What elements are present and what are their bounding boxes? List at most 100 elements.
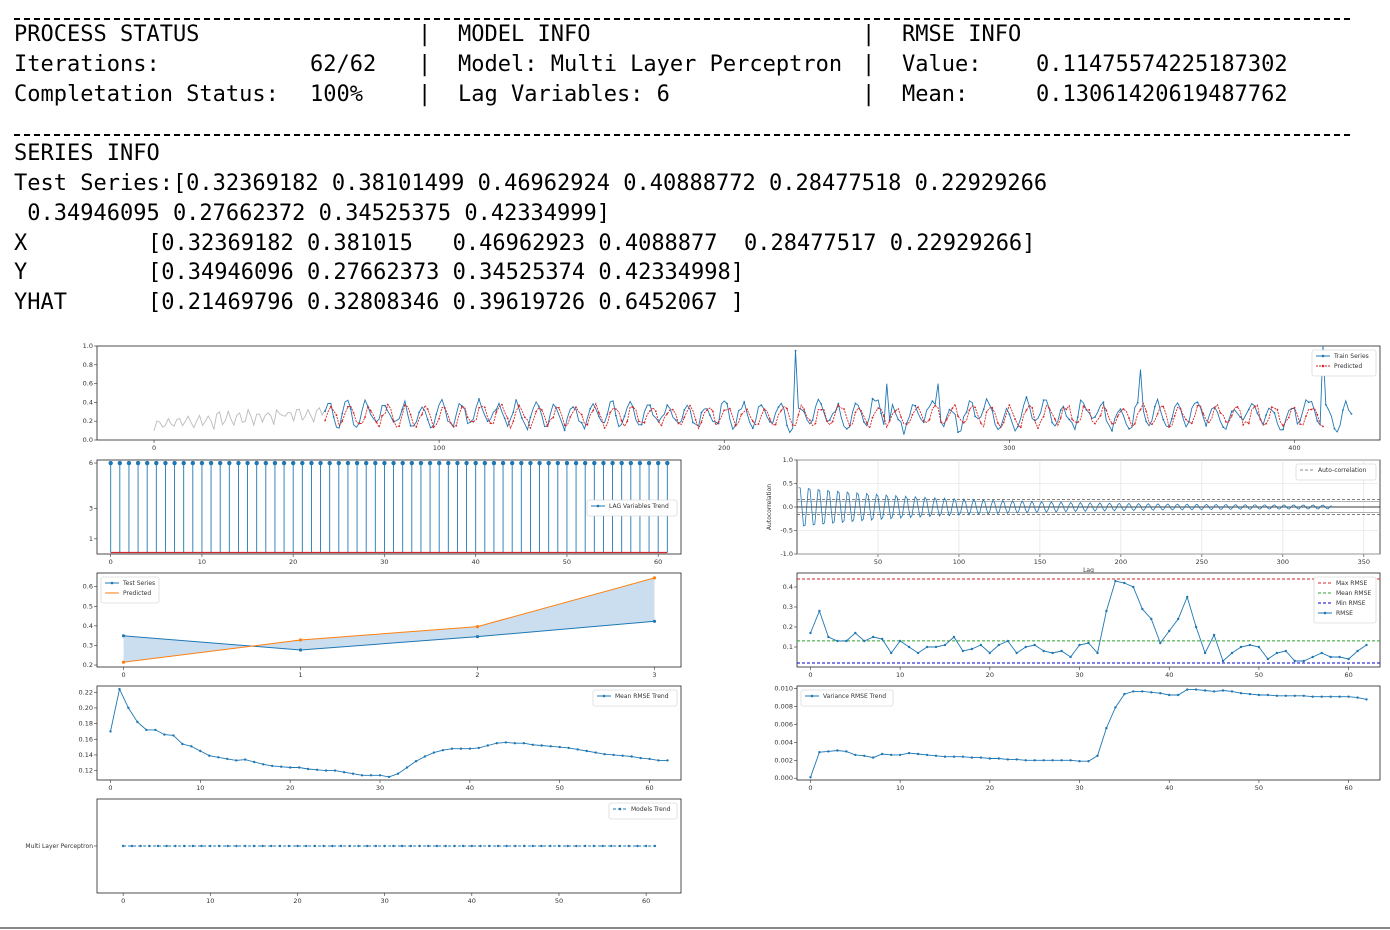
mean-rmse-chart-point <box>387 775 391 779</box>
mean-rmse-chart-point <box>423 755 427 758</box>
models-chart-point <box>627 844 630 848</box>
rmse-chart-point <box>1356 649 1359 653</box>
models-chart-xtick-label: 30 <box>381 897 389 905</box>
mean-rmse-chart-point <box>226 757 229 761</box>
train-chart-pred-point <box>386 403 389 406</box>
train-chart-pred-point <box>649 409 651 412</box>
train-chart-train-point <box>1205 424 1207 427</box>
var-rmse-chart-xtick-label: 10 <box>896 784 904 792</box>
train-chart-pred-point <box>1099 414 1102 417</box>
models-chart-point <box>121 844 125 848</box>
train-chart-train-point <box>726 402 728 405</box>
var-rmse-chart-point <box>1042 759 1045 762</box>
test-chart-xtick-label: 1 <box>298 671 302 679</box>
lag-chart-stem-head <box>537 460 542 466</box>
train-chart-pred-point <box>324 419 326 422</box>
var-rmse-chart-ytick-label: 0.006 <box>774 720 793 728</box>
train-chart-train-point <box>717 422 720 425</box>
models-chart-xtick-label: 50 <box>555 897 563 905</box>
train-chart-pred-point <box>358 422 361 425</box>
rmse-chart-legend-label: Mean RMSE <box>1336 590 1371 597</box>
train-chart-train-point <box>1307 401 1310 404</box>
models-chart-point <box>418 844 421 848</box>
train-chart-pred-point <box>780 409 783 412</box>
rmse-chart-xtick-label: 0 <box>808 671 812 679</box>
train-chart-pred-point <box>637 420 640 423</box>
mean-rmse-chart-xtick-label: 40 <box>466 784 474 792</box>
rmse-chart-point <box>1150 617 1153 621</box>
train-chart-pred-point <box>689 404 691 407</box>
train-chart-train-point <box>324 410 326 413</box>
models-chart-xtick-label: 20 <box>293 897 301 905</box>
mean-rmse-chart-point <box>253 760 256 764</box>
train-chart-pred-point <box>506 417 509 419</box>
models-chart-point <box>575 844 578 848</box>
train-chart-xtick-label: 300 <box>1003 444 1015 452</box>
train-chart-train-point <box>820 403 823 405</box>
test-chart-xtick-label: 0 <box>121 671 125 679</box>
train-chart-pred-point <box>540 409 543 411</box>
train-chart-pred-point <box>1002 421 1005 424</box>
train-chart-train-point <box>615 414 617 417</box>
models-chart-point <box>461 844 465 848</box>
models-chart-point <box>427 844 430 848</box>
rmse-chart-xtick-label: 30 <box>1075 671 1083 679</box>
lag-chart-stem-head <box>592 460 597 466</box>
train-chart-pred-point <box>597 411 600 414</box>
var-rmse-chart-ytick-label: 0.000 <box>774 774 793 782</box>
var-rmse-chart-point <box>1060 759 1063 762</box>
rmse-chart-point <box>1186 595 1189 599</box>
train-chart-pred-point <box>1139 408 1142 411</box>
train-chart-train-point <box>1153 405 1156 408</box>
train-chart-train-point <box>572 406 574 409</box>
bottom-border <box>0 927 1390 929</box>
lag-chart-stem-head <box>610 460 615 466</box>
rmse-chart-point <box>1069 655 1072 659</box>
rmse-chart-xtick-label: 20 <box>986 671 994 679</box>
rmse-chart-legend-label: Min RMSE <box>1336 600 1366 607</box>
var-rmse-chart-xtick-label: 50 <box>1255 784 1263 792</box>
var-rmse-chart-point <box>1194 688 1198 691</box>
lag-chart-stem-head <box>409 460 415 466</box>
var-rmse-chart-point <box>1006 758 1009 761</box>
train-chart-train-point <box>649 404 651 407</box>
lag-chart-stem-head <box>135 460 141 466</box>
train-chart-train-point <box>435 413 438 416</box>
yhat-value: [0.21469796 0.32808346 0.39619726 0.6452… <box>148 290 745 315</box>
mean-rmse-chart-point <box>396 772 400 775</box>
rmse-chart-point <box>988 651 991 655</box>
mean-rmse-chart-ytick-label: 0.20 <box>79 704 93 712</box>
rmse-chart-point <box>925 645 929 649</box>
train-chart-train-point <box>1111 429 1113 432</box>
lag-chart-stem-head <box>336 460 342 466</box>
train-chart-pred-point <box>803 408 805 411</box>
mean-rmse-chart-point <box>333 769 337 772</box>
var-rmse-chart-point <box>1347 695 1350 698</box>
test-chart-ytick-label: 0.5 <box>83 602 93 610</box>
train-chart-pred-point <box>934 404 937 407</box>
train-chart-pred-point <box>700 421 703 424</box>
mean-rmse-chart-point <box>298 766 301 769</box>
train-chart-train-point <box>982 408 985 411</box>
rmse-chart-point <box>1159 641 1162 645</box>
train-chart-ytick-label: 0.6 <box>83 380 93 388</box>
train-chart-pred-line <box>324 402 1324 430</box>
models-chart-point <box>540 844 543 848</box>
lag-chart-xtick-label: 40 <box>472 558 480 566</box>
train-chart-pred-point <box>347 405 349 408</box>
mean-rmse-chart-legend-marker <box>602 694 606 698</box>
train-chart-train-point <box>914 404 917 407</box>
train-chart-train-point <box>1008 413 1011 416</box>
train-chart-pred-point <box>643 421 646 424</box>
rmse-chart-point <box>1087 641 1090 645</box>
train-chart-train-point <box>692 421 694 424</box>
train-chart-train-point <box>486 420 489 423</box>
acf-chart-line <box>798 487 1332 527</box>
rmse-chart-point <box>979 643 983 647</box>
lag-chart-stem-head <box>646 460 652 466</box>
var-rmse-chart-point <box>952 755 956 758</box>
var-rmse-chart-point <box>1159 692 1162 695</box>
rmse-chart-point <box>1168 629 1171 633</box>
var-rmse-chart-point <box>1320 695 1323 698</box>
train-chart-xtick-label: 400 <box>1288 444 1300 452</box>
